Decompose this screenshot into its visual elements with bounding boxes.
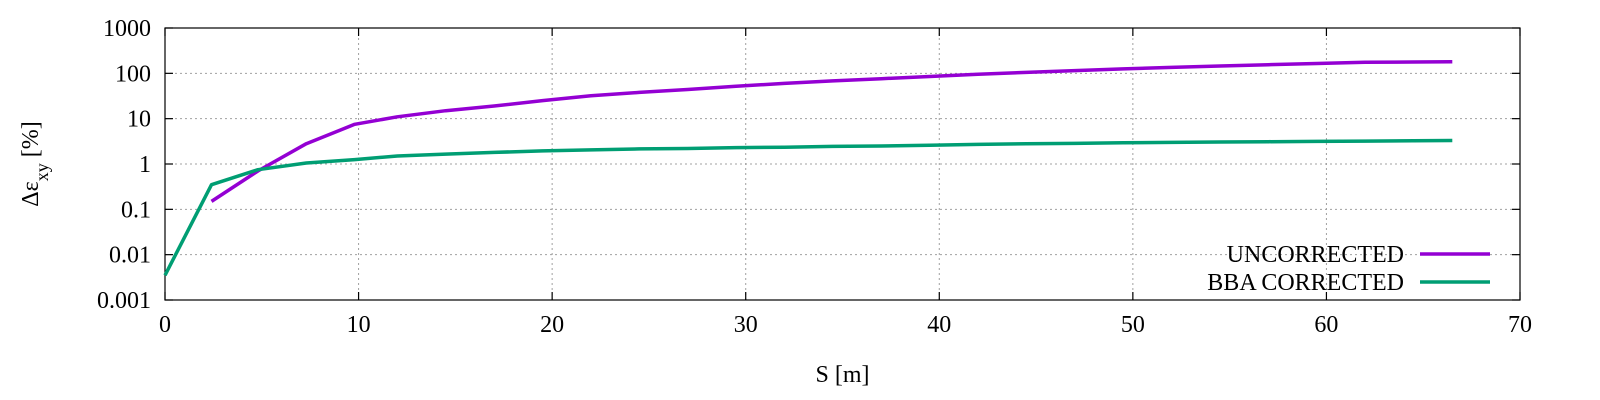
x-axis-label: S [m] bbox=[816, 362, 870, 388]
x-tick-label: 20 bbox=[540, 312, 564, 338]
series-lines bbox=[163, 60, 1453, 277]
y-axis-label-subscript: xy bbox=[32, 163, 52, 181]
y-tick-label: 10 bbox=[127, 107, 151, 133]
x-tick-label: 40 bbox=[927, 312, 951, 338]
y-tick-label: 100 bbox=[115, 61, 151, 87]
legend-label-1: UNCORRECTED bbox=[1227, 242, 1404, 268]
y-axis-label: Δεxy [%] bbox=[18, 121, 52, 207]
series-line-2 bbox=[163, 138, 1453, 277]
y-tick-label: 1000 bbox=[103, 16, 151, 42]
y-axis-label-suffix: [%] bbox=[18, 121, 44, 163]
x-tick-label: 10 bbox=[347, 312, 371, 338]
y-tick-label: 0.01 bbox=[109, 243, 151, 269]
x-tick-label: 50 bbox=[1121, 312, 1145, 338]
axis-ticks bbox=[164, 27, 1521, 301]
legend-label-2: BBA CORRECTED bbox=[1207, 270, 1404, 296]
series-line-1 bbox=[210, 60, 1453, 203]
x-tick-label: 30 bbox=[734, 312, 758, 338]
y-tick-labels: 0.001 0.01 0.1 1 10 100 1000 bbox=[97, 16, 151, 314]
y-axis-label-prefix: Δε bbox=[18, 181, 44, 207]
x-tick-label: 0 bbox=[159, 312, 171, 338]
x-tick-label: 70 bbox=[1508, 312, 1532, 338]
x-tick-label: 60 bbox=[1314, 312, 1338, 338]
y-tick-label: 0.1 bbox=[121, 197, 151, 223]
y-tick-label: 0.001 bbox=[97, 288, 151, 314]
x-tick-labels: 0 10 20 30 40 50 60 70 bbox=[159, 312, 1532, 338]
y-tick-label: 1 bbox=[139, 152, 151, 178]
